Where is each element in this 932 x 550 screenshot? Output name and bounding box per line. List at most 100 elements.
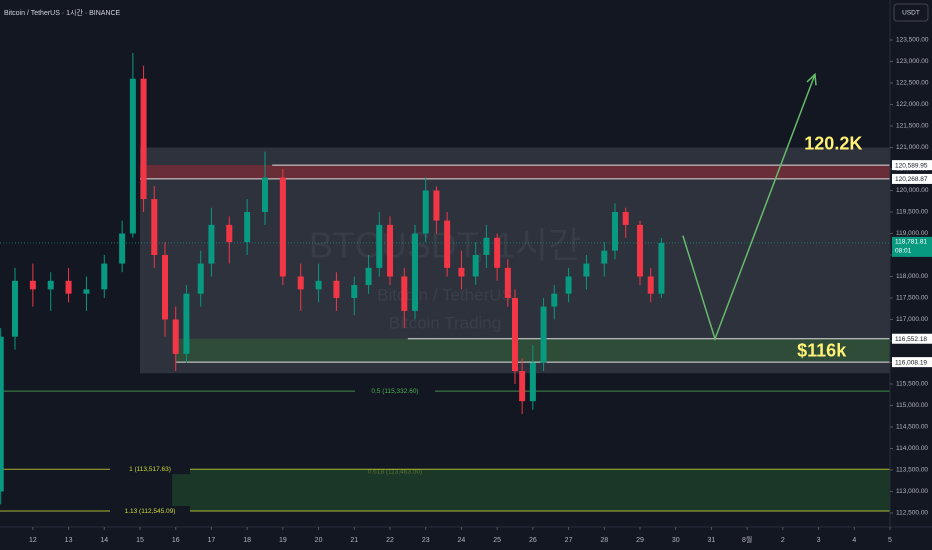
zone bbox=[172, 469, 891, 512]
x-tick-label: 28 bbox=[600, 537, 608, 544]
candle-body bbox=[472, 254, 479, 277]
y-tick-label: 114,500.00 bbox=[896, 424, 928, 431]
candle-body bbox=[433, 190, 440, 221]
price-axis bbox=[890, 0, 932, 550]
currency-label: USDT bbox=[902, 10, 920, 17]
candle-body bbox=[333, 280, 340, 298]
level-price-box bbox=[892, 333, 932, 344]
level-price-label: 120,589.95 bbox=[895, 162, 928, 169]
candle-body bbox=[12, 280, 18, 337]
watermark-name: Bitcoin / TetherUS bbox=[377, 285, 513, 304]
x-tick-label: 8월 bbox=[742, 535, 752, 544]
candle-body bbox=[83, 289, 90, 294]
y-tick-label: 118,000.00 bbox=[896, 273, 928, 280]
x-tick-label: 15 bbox=[136, 537, 144, 544]
y-tick-label: 121,000.00 bbox=[896, 144, 929, 151]
candle-body bbox=[262, 177, 268, 212]
time-axis bbox=[0, 527, 932, 550]
candle-body bbox=[244, 211, 251, 243]
candle-body bbox=[622, 211, 629, 225]
candle-body bbox=[197, 263, 204, 294]
candle-body bbox=[422, 190, 429, 234]
candle-body bbox=[540, 306, 547, 363]
candle-body bbox=[129, 78, 136, 234]
x-tick-label: 18 bbox=[243, 537, 251, 544]
x-tick-label: 16 bbox=[172, 537, 180, 544]
candle-body bbox=[494, 237, 501, 268]
candle-body bbox=[315, 280, 322, 290]
x-tick-label: 25 bbox=[493, 537, 501, 544]
y-tick-label: 121,500.00 bbox=[896, 123, 929, 130]
candle-body bbox=[504, 267, 511, 298]
y-tick-label: 123,000.00 bbox=[896, 58, 929, 65]
candle-body bbox=[637, 224, 643, 277]
level-price-box bbox=[892, 173, 932, 184]
candle-body bbox=[365, 267, 372, 286]
candle-body bbox=[65, 280, 72, 294]
x-tick-label: 23 bbox=[422, 537, 430, 544]
candle-body bbox=[151, 199, 158, 255]
candle-body bbox=[565, 276, 572, 294]
candle-body bbox=[583, 263, 590, 277]
y-tick-label: 117,000.00 bbox=[896, 316, 928, 323]
y-tick-label: 115,500.00 bbox=[896, 381, 928, 388]
candle-body bbox=[444, 220, 451, 268]
candle-body bbox=[172, 319, 179, 354]
candle-body bbox=[279, 177, 286, 277]
candle-body bbox=[140, 78, 147, 200]
x-tick-label: 19 bbox=[279, 537, 287, 544]
candle-body bbox=[519, 371, 526, 402]
y-tick-label: 117,500.00 bbox=[896, 295, 928, 302]
level-price-label: 116,008.19 bbox=[895, 359, 927, 366]
x-tick-label: 4 bbox=[852, 537, 856, 544]
candle-body bbox=[458, 267, 465, 277]
candle-body bbox=[551, 293, 558, 307]
y-tick-label: 122,000.00 bbox=[896, 101, 929, 108]
candle-body bbox=[0, 336, 4, 492]
candle-body bbox=[529, 362, 536, 402]
fib-label: 1.13 (112,545.09) bbox=[125, 508, 176, 515]
last-price-timer: 08:01 bbox=[895, 248, 912, 255]
last-price-box bbox=[892, 236, 932, 257]
candle-body bbox=[47, 280, 54, 290]
candle-body bbox=[101, 263, 108, 290]
candle-body bbox=[208, 224, 215, 264]
watermark-tagline: Bitcoin Trading bbox=[389, 313, 501, 332]
candle-body bbox=[297, 276, 304, 290]
y-tick-label: 113,500.00 bbox=[896, 467, 928, 474]
candle-body bbox=[512, 297, 518, 372]
x-tick-label: 12 bbox=[29, 537, 37, 544]
candle-body bbox=[351, 285, 358, 298]
x-tick-label: 21 bbox=[350, 537, 358, 544]
candle-body bbox=[162, 254, 168, 320]
x-tick-label: 5 bbox=[888, 537, 892, 544]
currency-button bbox=[893, 3, 929, 22]
x-tick-label: 26 bbox=[529, 537, 537, 544]
y-tick-label: 123,500.00 bbox=[896, 37, 929, 44]
candle-body bbox=[376, 224, 383, 268]
candle-body bbox=[226, 224, 233, 243]
x-tick-label: 29 bbox=[636, 537, 644, 544]
zone bbox=[140, 165, 890, 179]
x-tick-label: 24 bbox=[458, 537, 466, 544]
candle-body bbox=[658, 242, 665, 294]
fib-label-bg bbox=[355, 386, 435, 397]
y-tick-label: 113,000.00 bbox=[896, 488, 928, 495]
x-tick-label: 22 bbox=[386, 537, 394, 544]
fib-label-bg bbox=[110, 464, 190, 475]
x-tick-label: 2 bbox=[781, 537, 785, 544]
level-price-box bbox=[892, 357, 932, 368]
projection-path bbox=[682, 74, 816, 342]
fib-faint-label: 0.618 (113,463.50) bbox=[368, 468, 422, 475]
candle-body bbox=[183, 293, 190, 354]
y-tick-label: 114,000.00 bbox=[896, 445, 928, 452]
y-tick-label: 115,000.00 bbox=[896, 402, 928, 409]
fib-label: 0.5 (115,332.60) bbox=[371, 388, 418, 395]
x-tick-label: 27 bbox=[565, 537, 573, 544]
y-tick-label: 119,000.00 bbox=[896, 230, 928, 237]
candle-body bbox=[387, 224, 393, 277]
candle-body bbox=[401, 276, 408, 311]
level-price-label: 120,268.87 bbox=[895, 176, 928, 183]
